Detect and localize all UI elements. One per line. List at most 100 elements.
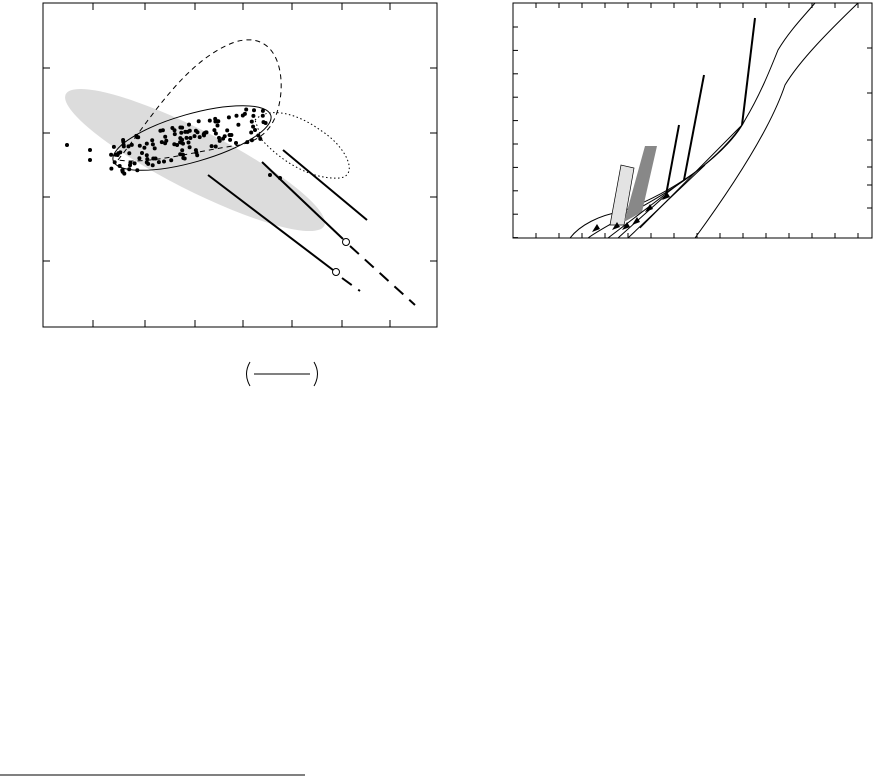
curve xyxy=(587,124,743,239)
point xyxy=(127,151,132,156)
point xyxy=(160,128,165,133)
point xyxy=(117,164,122,168)
point xyxy=(193,128,198,133)
point xyxy=(260,113,265,118)
point xyxy=(203,130,208,135)
point xyxy=(137,156,142,161)
point xyxy=(135,168,140,173)
arrowhead xyxy=(645,204,653,212)
point xyxy=(142,145,147,150)
point xyxy=(187,145,192,150)
right-figure xyxy=(512,2,873,239)
arrowhead xyxy=(662,192,670,200)
arrowhead xyxy=(622,222,630,230)
point xyxy=(112,160,117,165)
arrowhead xyxy=(632,217,640,225)
point xyxy=(172,132,177,137)
point xyxy=(197,135,202,140)
point xyxy=(170,126,175,130)
point xyxy=(88,148,92,152)
point xyxy=(245,140,250,145)
point xyxy=(181,141,185,146)
scatter-points xyxy=(65,107,282,180)
dotted-contour xyxy=(254,112,350,179)
point xyxy=(132,161,137,166)
point xyxy=(234,141,238,145)
point xyxy=(184,135,189,140)
point xyxy=(236,122,241,127)
point xyxy=(150,138,155,143)
point xyxy=(249,138,254,143)
left-figure xyxy=(42,2,438,387)
point xyxy=(216,119,221,124)
point xyxy=(195,153,200,158)
point xyxy=(156,160,161,165)
point xyxy=(202,133,206,138)
point xyxy=(150,142,155,147)
point xyxy=(121,139,126,144)
point xyxy=(187,122,191,127)
solid-contour xyxy=(112,105,272,171)
point xyxy=(186,140,191,145)
point xyxy=(128,160,133,165)
point xyxy=(240,113,245,118)
point xyxy=(150,163,155,168)
point xyxy=(258,136,263,141)
point xyxy=(172,142,177,147)
point xyxy=(222,134,227,139)
point xyxy=(227,133,232,137)
shaded-region xyxy=(65,88,325,232)
point xyxy=(185,129,190,134)
point xyxy=(213,144,218,149)
frame xyxy=(42,2,438,328)
point xyxy=(178,125,183,130)
segment xyxy=(665,124,680,196)
point xyxy=(252,108,256,113)
shaded-box xyxy=(624,146,657,222)
point xyxy=(244,107,249,112)
point xyxy=(121,144,126,149)
point xyxy=(111,144,116,149)
segment xyxy=(617,194,667,239)
point xyxy=(129,142,134,147)
trend-line xyxy=(282,149,368,221)
point xyxy=(261,120,266,125)
point xyxy=(65,143,69,147)
point xyxy=(140,151,144,155)
point xyxy=(120,168,125,173)
point xyxy=(213,119,218,124)
point xyxy=(181,152,185,157)
point xyxy=(163,141,168,146)
point xyxy=(192,134,197,139)
point xyxy=(253,128,257,132)
point xyxy=(134,133,139,138)
point xyxy=(152,146,157,151)
point xyxy=(268,173,272,177)
point xyxy=(260,108,265,113)
point xyxy=(249,119,254,124)
ticks xyxy=(513,3,872,239)
point xyxy=(163,134,168,139)
segment xyxy=(639,124,743,229)
point xyxy=(228,137,233,142)
point xyxy=(88,158,92,162)
segment xyxy=(741,17,756,126)
open-circle xyxy=(342,238,350,246)
ticks xyxy=(43,3,437,327)
point xyxy=(207,118,212,123)
boundary-curve xyxy=(569,2,816,239)
point xyxy=(217,135,221,140)
arrowhead xyxy=(612,222,620,230)
point xyxy=(251,124,256,129)
point xyxy=(151,156,156,161)
segment xyxy=(683,74,705,181)
bracket xyxy=(246,361,318,387)
trend-line-dashed xyxy=(341,277,361,292)
arrowhead xyxy=(592,224,600,232)
point xyxy=(234,113,239,118)
point xyxy=(249,130,254,135)
point xyxy=(225,128,230,133)
point xyxy=(109,166,114,171)
